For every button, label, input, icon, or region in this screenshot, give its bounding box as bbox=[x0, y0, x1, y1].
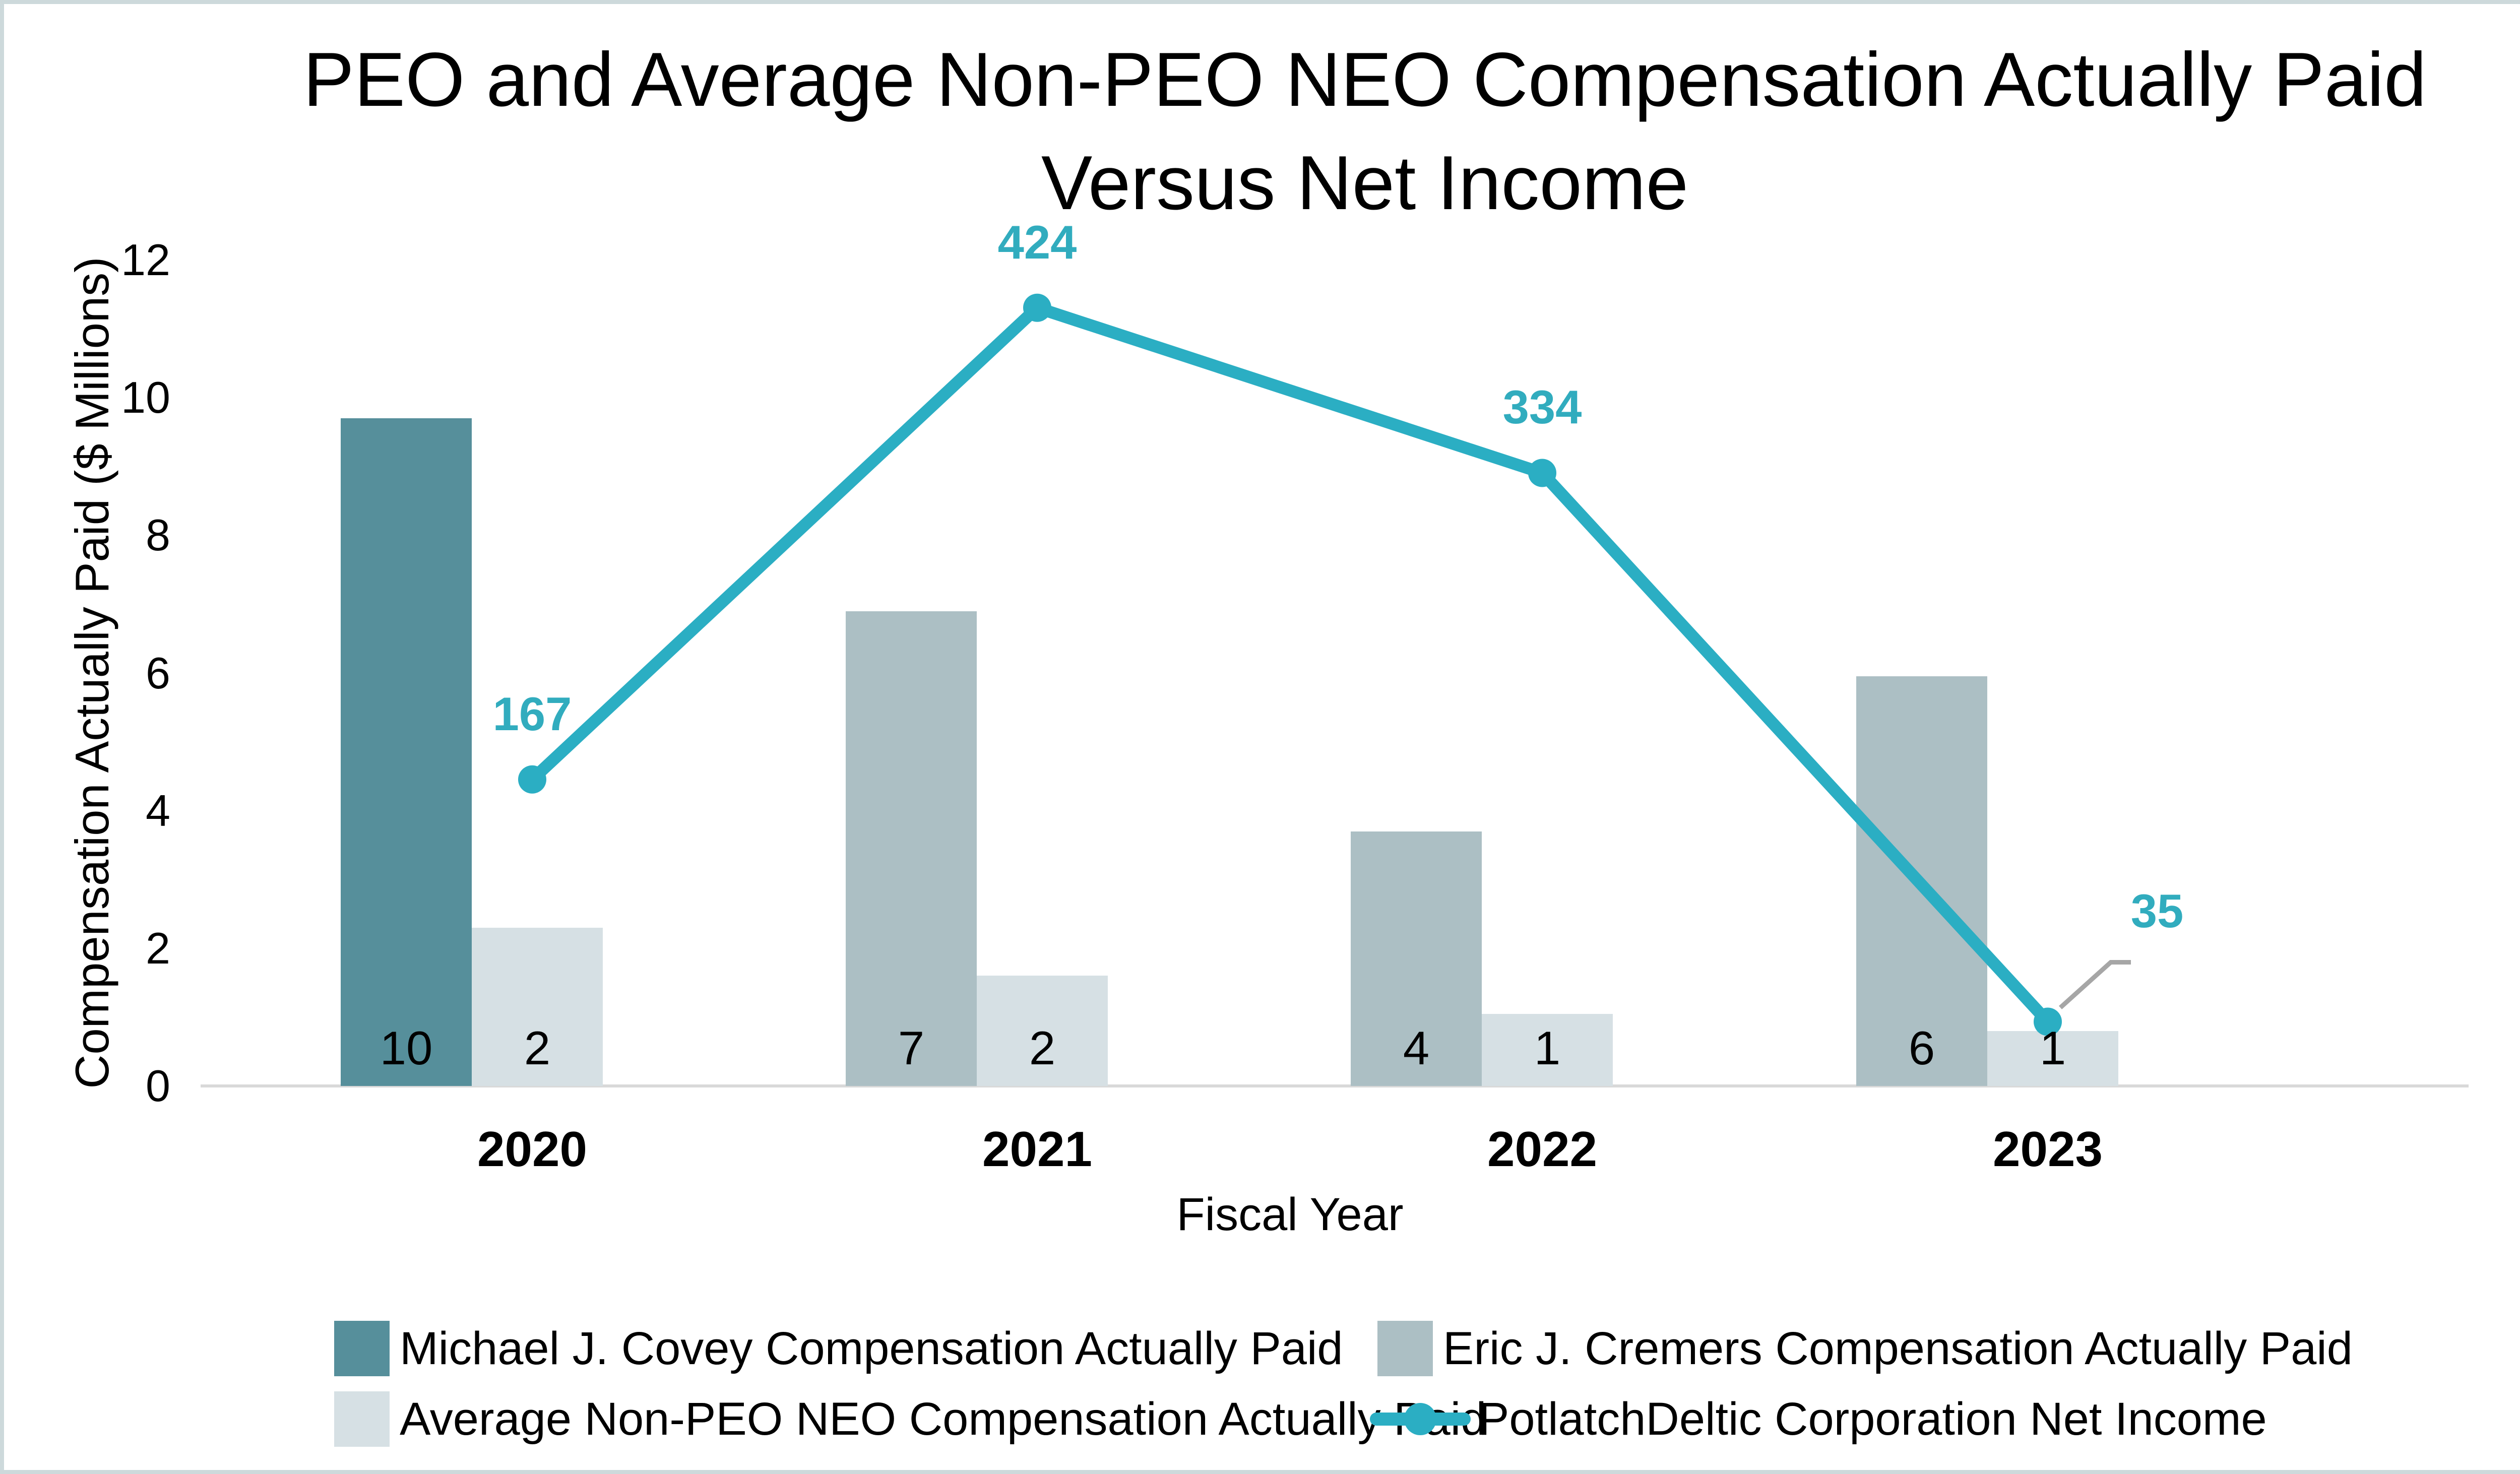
left-axis-tick-label: 6 bbox=[146, 648, 170, 698]
net-income-data-label: 35 bbox=[2130, 884, 2184, 937]
legend-swatch bbox=[334, 1391, 390, 1447]
legend-label: Michael J. Covey Compensation Actually P… bbox=[400, 1322, 1343, 1374]
bar-value-label: 6 bbox=[1908, 1021, 1935, 1074]
callout-leader-line bbox=[2058, 960, 2131, 1009]
bar bbox=[1987, 1031, 2118, 1086]
net-income-marker bbox=[1023, 293, 1051, 322]
net-income-marker bbox=[1528, 459, 1556, 487]
x-axis-tick-label: 2022 bbox=[1487, 1121, 1597, 1177]
left-axis-tick-label: 4 bbox=[146, 785, 170, 836]
net-income-line bbox=[526, 301, 2054, 1028]
bar-value-label: 1 bbox=[2039, 1021, 2066, 1074]
x-axis-tick-label: 2020 bbox=[477, 1121, 587, 1177]
legend-label: Eric J. Cremers Compensation Actually Pa… bbox=[1443, 1322, 2353, 1374]
left-axis-tick-label: 10 bbox=[121, 372, 170, 423]
net-income-data-label: 334 bbox=[1502, 380, 1582, 434]
net-income-marker bbox=[2034, 1007, 2062, 1036]
left-axis-tick-label: 2 bbox=[146, 923, 170, 973]
net-income-data-label: 424 bbox=[997, 215, 1077, 269]
net-income-marker bbox=[518, 765, 546, 794]
net-income-data-label: 167 bbox=[492, 687, 572, 740]
bar bbox=[472, 927, 603, 1086]
bar-value-label: 10 bbox=[380, 1021, 433, 1074]
x-axis-title: Fiscal Year bbox=[1176, 1189, 1404, 1240]
bar bbox=[341, 418, 472, 1086]
legend-line-marker bbox=[1404, 1403, 1436, 1435]
bar-value-label: 2 bbox=[1029, 1021, 1056, 1074]
bar bbox=[977, 976, 1108, 1086]
x-axis-tick-label: 2023 bbox=[1992, 1121, 2103, 1177]
bar-value-label: 7 bbox=[898, 1021, 925, 1074]
bar-value-label: 2 bbox=[524, 1021, 551, 1074]
legend-label: Average Non-PEO NEO Compensation Actuall… bbox=[400, 1393, 1487, 1445]
bar bbox=[1482, 1013, 1613, 1086]
net-income-line-svg bbox=[518, 293, 2131, 1036]
x-axis-tick-label: 2021 bbox=[982, 1121, 1092, 1177]
bar bbox=[1351, 831, 1482, 1086]
legend-label: PotlatchDeltic Corporation Net Income bbox=[1478, 1393, 2267, 1445]
legend-swatch bbox=[1377, 1321, 1433, 1376]
bar-value-label: 1 bbox=[1534, 1021, 1561, 1074]
bar-value-label: 4 bbox=[1403, 1021, 1430, 1074]
x-axis-line bbox=[201, 1084, 2469, 1087]
chart-title-line-2: Versus Net Income bbox=[1041, 140, 1689, 226]
bar bbox=[846, 611, 977, 1086]
left-axis-tick-label: 0 bbox=[146, 1061, 170, 1111]
left-axis-tick-label: 8 bbox=[146, 510, 170, 560]
legend-swatch bbox=[334, 1321, 390, 1376]
left-axis-tick-label: 12 bbox=[121, 235, 170, 285]
chart-title: PEO and Average Non-PEO NEO Compensation… bbox=[206, 28, 2520, 235]
chart-title-line-1: PEO and Average Non-PEO NEO Compensation… bbox=[303, 37, 2427, 122]
